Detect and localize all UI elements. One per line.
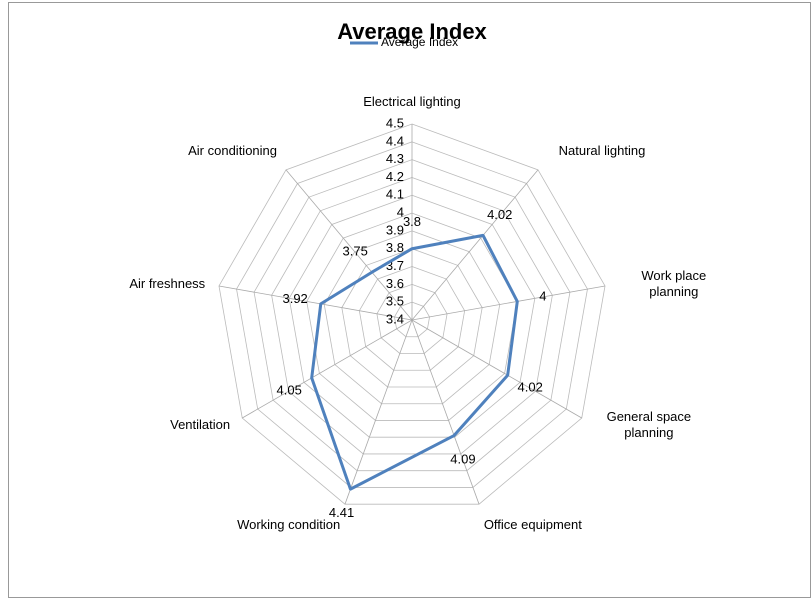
- data-label: 3.8: [403, 214, 421, 229]
- grid-ring: [306, 212, 518, 421]
- series-line: [310, 233, 519, 491]
- grid-ring: [253, 159, 571, 472]
- spoke: [242, 319, 413, 419]
- r-tick-label: 4.2: [386, 169, 404, 184]
- spoke: [411, 169, 539, 321]
- r-tick-label: 4.1: [386, 187, 404, 202]
- data-label: 3.75: [343, 244, 368, 259]
- data-label: 4.09: [450, 451, 475, 466]
- r-tick-label: 3.9: [386, 222, 404, 237]
- r-tick-label: 4.3: [386, 151, 404, 166]
- category-label: General space planning: [606, 409, 692, 440]
- category-label: Natural lighting: [558, 143, 646, 159]
- grid-ring: [218, 123, 606, 505]
- data-label: 4.02: [487, 207, 512, 222]
- category-label: Electrical lighting: [363, 94, 461, 109]
- grid-ring: [271, 177, 553, 455]
- category-label: Working condition: [237, 517, 341, 533]
- spoke: [344, 319, 413, 505]
- legend-label: Average Index: [381, 35, 458, 49]
- chart-frame: [8, 2, 811, 598]
- data-label: 3.92: [282, 291, 307, 306]
- spoke: [218, 285, 413, 321]
- category-label: Office equipment: [483, 517, 582, 533]
- spoke: [411, 285, 606, 321]
- r-tick-label: 4.5: [386, 115, 404, 130]
- r-tick-label: 3.5: [386, 294, 404, 309]
- data-label: 4.02: [518, 380, 543, 395]
- r-tick-label: 3.6: [386, 276, 404, 291]
- data-label: 4.05: [277, 382, 302, 397]
- category-label: Air conditioning: [188, 143, 277, 159]
- r-tick-label: 4: [397, 205, 404, 220]
- grid-ring: [341, 248, 483, 388]
- data-label: 4: [539, 288, 546, 303]
- grid-ring: [358, 266, 466, 371]
- grid-ring: [288, 194, 536, 438]
- category-label: Work place planning: [641, 267, 707, 299]
- spoke: [411, 319, 480, 505]
- spoke: [411, 319, 582, 419]
- r-tick-label: 3.4: [386, 311, 404, 326]
- category-label: Ventilation: [170, 417, 231, 432]
- grid-ring: [394, 301, 430, 338]
- spoke: [285, 169, 413, 321]
- r-tick-label: 3.8: [386, 240, 404, 255]
- category-label: Air freshness: [129, 275, 206, 291]
- data-label: 4.41: [329, 505, 354, 520]
- r-tick-label: 4.4: [386, 133, 404, 148]
- grid-ring: [236, 141, 588, 488]
- grid-ring: [323, 230, 501, 405]
- chart-title: Average Index: [337, 19, 487, 44]
- grid-ring: [376, 283, 448, 354]
